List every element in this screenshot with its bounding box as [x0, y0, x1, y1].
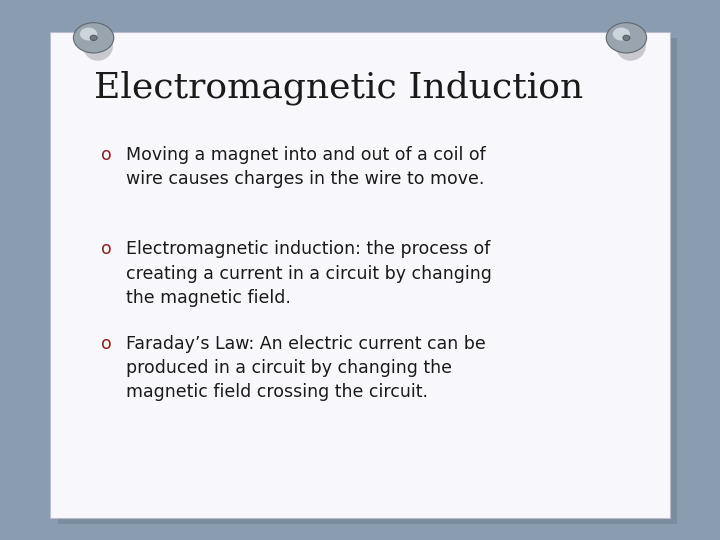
FancyBboxPatch shape [50, 32, 670, 518]
Ellipse shape [616, 31, 646, 60]
Circle shape [90, 35, 97, 40]
Circle shape [606, 23, 647, 53]
Text: o: o [101, 240, 112, 258]
Text: o: o [101, 335, 112, 353]
Circle shape [73, 23, 114, 53]
Text: Faraday’s Law: An electric current can be
produced in a circuit by changing the
: Faraday’s Law: An electric current can b… [126, 335, 486, 401]
Circle shape [80, 28, 97, 40]
Circle shape [623, 35, 630, 40]
FancyBboxPatch shape [58, 38, 677, 524]
Text: Electromagnetic induction: the process of
creating a current in a circuit by cha: Electromagnetic induction: the process o… [126, 240, 492, 307]
Text: Electromagnetic Induction: Electromagnetic Induction [94, 70, 583, 105]
Ellipse shape [83, 31, 113, 60]
Circle shape [613, 28, 630, 40]
Text: Moving a magnet into and out of a coil of
wire causes charges in the wire to mov: Moving a magnet into and out of a coil o… [126, 146, 486, 188]
Text: o: o [101, 146, 112, 164]
